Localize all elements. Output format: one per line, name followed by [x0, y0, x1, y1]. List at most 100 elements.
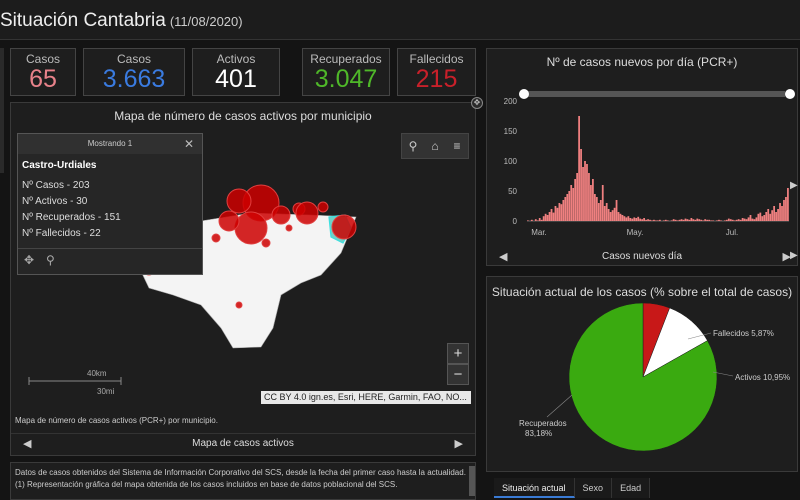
bar	[605, 203, 608, 221]
next-arrow-icon[interactable]: ▶	[454, 438, 463, 450]
bar	[783, 200, 785, 221]
bar-chart-nav-bar: ◀ Casos nuevos día ▶	[487, 247, 797, 267]
bar	[637, 216, 640, 221]
scroll-right-arrow-icon[interactable]: ▶	[790, 180, 798, 191]
scale-km-label: 40km	[87, 369, 107, 378]
bar	[735, 219, 738, 221]
kpi-value: 3.663	[102, 65, 166, 93]
tab-edad[interactable]: Edad	[612, 478, 651, 498]
bar	[607, 209, 610, 221]
close-icon[interactable]: ✕	[183, 137, 194, 151]
bar-chart-title: Nº de casos nuevos por día (PCR+)	[546, 55, 738, 69]
bar	[696, 218, 699, 221]
bar-chart-nav-label: Casos nuevos día	[601, 251, 683, 262]
bar	[767, 209, 770, 221]
bar	[623, 216, 626, 221]
kpi-value: 401	[215, 65, 257, 93]
bar	[595, 197, 598, 221]
bar	[592, 179, 594, 221]
kpi-value: 65	[29, 65, 57, 93]
bar	[658, 219, 661, 221]
bar	[552, 212, 555, 221]
bar	[538, 218, 541, 221]
bar	[712, 220, 714, 221]
bar	[530, 219, 533, 221]
bar	[704, 219, 707, 221]
range-slider-track[interactable]	[523, 91, 785, 97]
home-icon[interactable]: ⌂	[431, 139, 439, 153]
x-tick-label: Jul.	[726, 228, 738, 237]
bar	[773, 206, 776, 221]
bar	[708, 219, 711, 221]
prev-arrow-icon[interactable]: ◀	[499, 251, 508, 263]
bar	[621, 215, 624, 221]
zoom-out-button[interactable]: −	[447, 364, 469, 385]
bar	[572, 188, 575, 221]
map-nav-bar: ◀ Mapa de casos activos ▶	[11, 433, 475, 453]
bar	[672, 219, 675, 221]
bar	[586, 164, 588, 221]
pie-slice-recuperados	[568, 302, 718, 452]
pie-chart-title: Situación actual de los casos (% sobre e…	[491, 285, 793, 299]
bar	[590, 185, 592, 221]
scroll-right-arrow-icon[interactable]: ▶	[790, 250, 798, 261]
prev-arrow-icon[interactable]: ◀	[23, 438, 32, 450]
y-tick-label: 150	[504, 127, 518, 136]
kpi-value: 3.047	[314, 65, 378, 93]
bar	[556, 207, 559, 221]
scale-mi-label: 30mi	[97, 387, 115, 396]
bar	[745, 219, 748, 221]
bar	[725, 219, 728, 221]
kpi-label: Casos	[25, 52, 60, 66]
bar	[765, 212, 768, 221]
kpi-label: Fallecidos	[409, 52, 464, 66]
bar	[753, 219, 756, 221]
bar	[686, 219, 689, 221]
bar	[635, 218, 638, 221]
expand-icon[interactable]: ✥	[471, 97, 483, 109]
bar	[639, 218, 642, 221]
bar	[576, 173, 579, 221]
bar	[727, 218, 730, 221]
range-slider-handle-left[interactable]	[519, 89, 529, 99]
bar	[633, 217, 636, 221]
bar	[747, 217, 750, 221]
bar	[540, 219, 543, 221]
case-bubble	[211, 233, 221, 243]
popup-city: Castro-Urdiales	[22, 160, 97, 171]
y-tick-label: 200	[504, 97, 518, 106]
bar	[593, 194, 596, 221]
tab-sexo[interactable]: Sexo	[574, 478, 613, 498]
bar	[527, 220, 529, 221]
bar	[779, 203, 781, 221]
bar	[684, 218, 687, 221]
pan-icon[interactable]: ✥	[24, 253, 35, 267]
next-arrow-icon[interactable]: ▶	[782, 251, 791, 263]
zoom-in-button[interactable]: +	[447, 343, 469, 364]
case-bubble	[235, 301, 243, 309]
case-bubble	[226, 188, 252, 214]
bar	[666, 220, 669, 221]
bar	[548, 212, 551, 221]
bar	[649, 219, 651, 221]
bar	[568, 191, 571, 221]
tab-situacion-actual[interactable]: Situación actual	[494, 478, 575, 498]
bar	[597, 203, 600, 221]
search-icon[interactable]: ⚲	[408, 139, 418, 153]
bar	[651, 220, 653, 221]
bar	[702, 220, 705, 221]
range-slider-handle-right[interactable]	[785, 89, 795, 99]
bar	[692, 219, 695, 221]
bar	[582, 167, 584, 221]
bar	[690, 218, 693, 221]
bar	[647, 219, 649, 221]
popup-line-cases: Nº Casos - 203	[22, 180, 90, 191]
zoom-to-icon[interactable]: ⚲	[46, 253, 55, 267]
bar	[550, 209, 553, 221]
layer-list-icon[interactable]: ≡	[453, 139, 461, 153]
bar	[731, 219, 734, 221]
footer-scrollbar[interactable]	[469, 466, 475, 496]
y-tick-label: 50	[508, 187, 517, 196]
page-title: Situación Cantabria (11/08/2020)	[0, 10, 243, 31]
bar	[676, 220, 679, 221]
